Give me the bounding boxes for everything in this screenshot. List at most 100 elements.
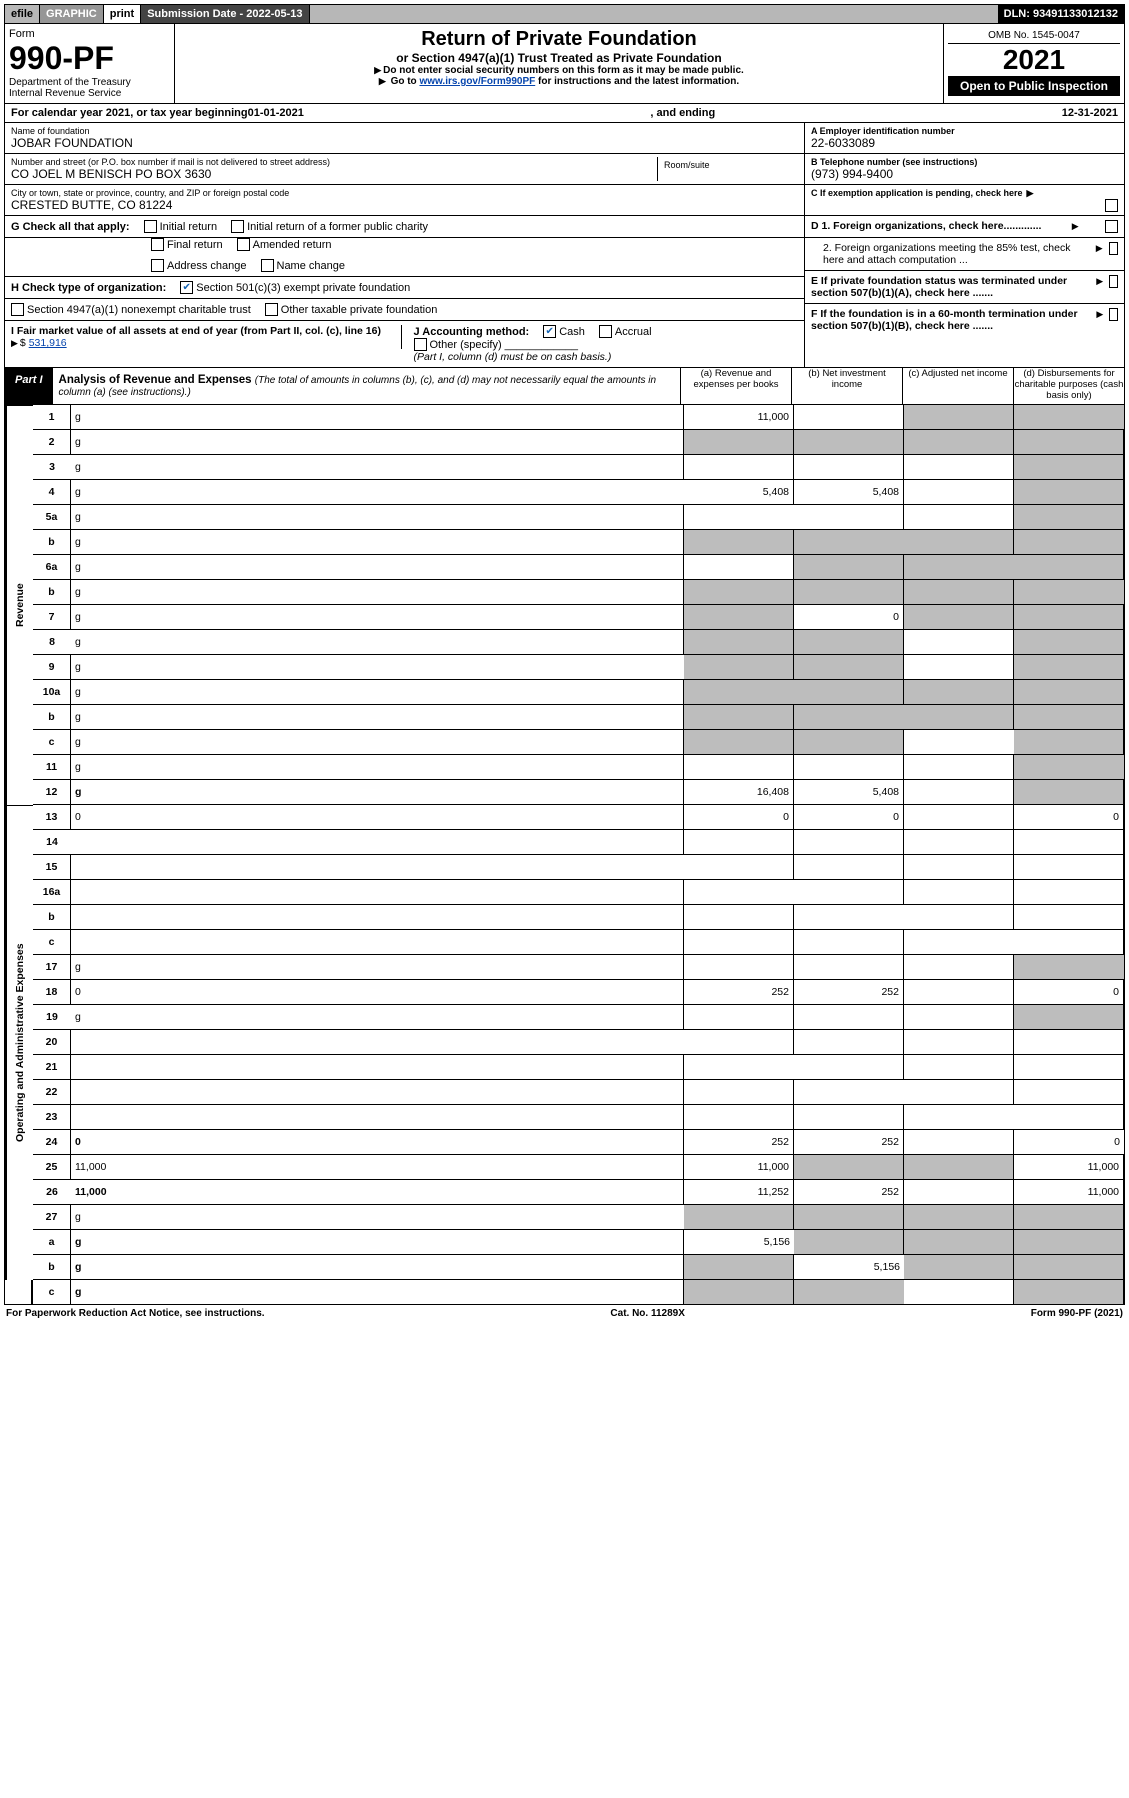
line-11-num: 10a	[33, 680, 71, 705]
line-14-c	[904, 755, 1014, 780]
line-22-num: 17	[33, 955, 71, 980]
line-18-b	[794, 855, 904, 880]
line-20-num: b	[33, 905, 71, 930]
j-block: J Accounting method: Cash Accrual Other …	[408, 325, 799, 363]
line-14-num: 11	[33, 755, 71, 780]
line-34-d	[1014, 1255, 1124, 1280]
line-3-b: 5,408	[794, 480, 904, 505]
line-16-a: 0	[684, 805, 794, 830]
line-9-d	[1014, 630, 1124, 655]
page-footer: For Paperwork Reduction Act Notice, see …	[4, 1305, 1125, 1322]
line-2-c	[904, 455, 1014, 480]
line-18-c	[904, 855, 1014, 880]
open-inspection: Open to Public Inspection	[948, 76, 1120, 96]
line-16-num: 13	[33, 805, 71, 830]
line-26-a	[684, 1055, 794, 1080]
line-19-num: 16a	[33, 880, 71, 905]
dept-label: Department of the Treasury	[9, 77, 170, 88]
line-12-a	[684, 705, 794, 730]
line-15-a: 16,408	[684, 780, 794, 805]
line-3-c	[904, 480, 1014, 505]
line-2-desc: g	[71, 455, 684, 480]
line-13-b	[794, 730, 904, 755]
ein-label: A Employer identification number	[811, 126, 1118, 136]
line-10-a	[684, 655, 794, 680]
print-button[interactable]: print	[104, 5, 141, 23]
line-33-d	[1014, 1230, 1124, 1255]
line-21-d	[1014, 930, 1124, 955]
line-21-c	[904, 930, 1014, 955]
line-16-desc: 0	[71, 805, 684, 830]
d2-checkbox[interactable]	[1109, 242, 1118, 255]
addr-label: Number and street (or P.O. box number if…	[11, 157, 657, 167]
line-17-a	[684, 830, 794, 855]
instructions-link[interactable]: www.irs.gov/Form990PF	[419, 76, 535, 87]
line-34-num: b	[33, 1255, 71, 1280]
f-checkbox[interactable]	[1109, 308, 1118, 321]
form-word: Form	[9, 28, 170, 40]
line-31-b: 252	[794, 1180, 904, 1205]
cb-address-change[interactable]	[151, 259, 164, 272]
line-17-num: 14	[33, 830, 71, 855]
cb-cash[interactable]	[543, 325, 556, 338]
line-4-c	[904, 505, 1014, 530]
d1-checkbox[interactable]	[1105, 220, 1118, 233]
line-6-d	[1014, 555, 1124, 580]
line-12-c	[904, 705, 1014, 730]
cb-name-change[interactable]	[261, 259, 274, 272]
line-19-d	[1014, 880, 1124, 905]
line-13-a	[684, 730, 794, 755]
line-9-num: 8	[33, 630, 71, 655]
room-label: Room/suite	[664, 160, 792, 170]
cb-other-method[interactable]	[414, 338, 427, 351]
line-13-d	[1014, 730, 1124, 755]
line-12-num: b	[33, 705, 71, 730]
line-19-a	[684, 880, 794, 905]
line-18-num: 15	[33, 855, 71, 880]
line-23-b: 252	[794, 980, 904, 1005]
line-15-c	[904, 780, 1014, 805]
line-5-c	[904, 530, 1014, 555]
line-30-d: 11,000	[1014, 1155, 1124, 1180]
line-20-d	[1014, 905, 1124, 930]
e-checkbox[interactable]	[1109, 275, 1118, 288]
cb-final-return[interactable]	[151, 238, 164, 251]
cb-initial-former[interactable]	[231, 220, 244, 233]
cb-other-taxable[interactable]	[265, 303, 278, 316]
line-28-a	[684, 1105, 794, 1130]
city-state-zip: CRESTED BUTTE, CO 81224	[11, 198, 798, 212]
cb-4947[interactable]	[11, 303, 24, 316]
line-24-b	[794, 1005, 904, 1030]
line-25-a	[684, 1030, 794, 1055]
line-12-d	[1014, 705, 1124, 730]
line-7-c	[904, 580, 1014, 605]
form-subtitle: or Section 4947(a)(1) Trust Treated as P…	[179, 51, 939, 65]
line-28-num: 23	[33, 1105, 71, 1130]
line-17-c	[904, 830, 1014, 855]
address: CO JOEL M BENISCH PO BOX 3630	[11, 167, 657, 181]
c-checkbox[interactable]	[1105, 199, 1118, 212]
line-23-d: 0	[1014, 980, 1124, 1005]
line-19-b	[794, 880, 904, 905]
line-8-desc: g	[71, 605, 684, 630]
line-8-a	[684, 605, 794, 630]
line-6-c	[904, 555, 1014, 580]
line-13-desc: g	[71, 730, 684, 755]
line-1-a	[684, 430, 794, 455]
line-1-desc: g	[71, 430, 684, 455]
line-8-num: 7	[33, 605, 71, 630]
cb-501c3[interactable]	[180, 281, 193, 294]
fmv-link[interactable]: 531,916	[29, 337, 67, 349]
cb-initial-return[interactable]	[144, 220, 157, 233]
cb-accrual[interactable]	[599, 325, 612, 338]
line-25-d	[1014, 1030, 1124, 1055]
line-14-b	[794, 755, 904, 780]
line-31-a: 11,252	[684, 1180, 794, 1205]
line-13-num: c	[33, 730, 71, 755]
cb-amended-return[interactable]	[237, 238, 250, 251]
footer-mid: Cat. No. 11289X	[610, 1308, 684, 1319]
line-15-d	[1014, 780, 1124, 805]
line-17-b	[794, 830, 904, 855]
header-left: Form 990-PF Department of the Treasury I…	[5, 24, 175, 103]
line-24-desc: g	[71, 1005, 684, 1030]
